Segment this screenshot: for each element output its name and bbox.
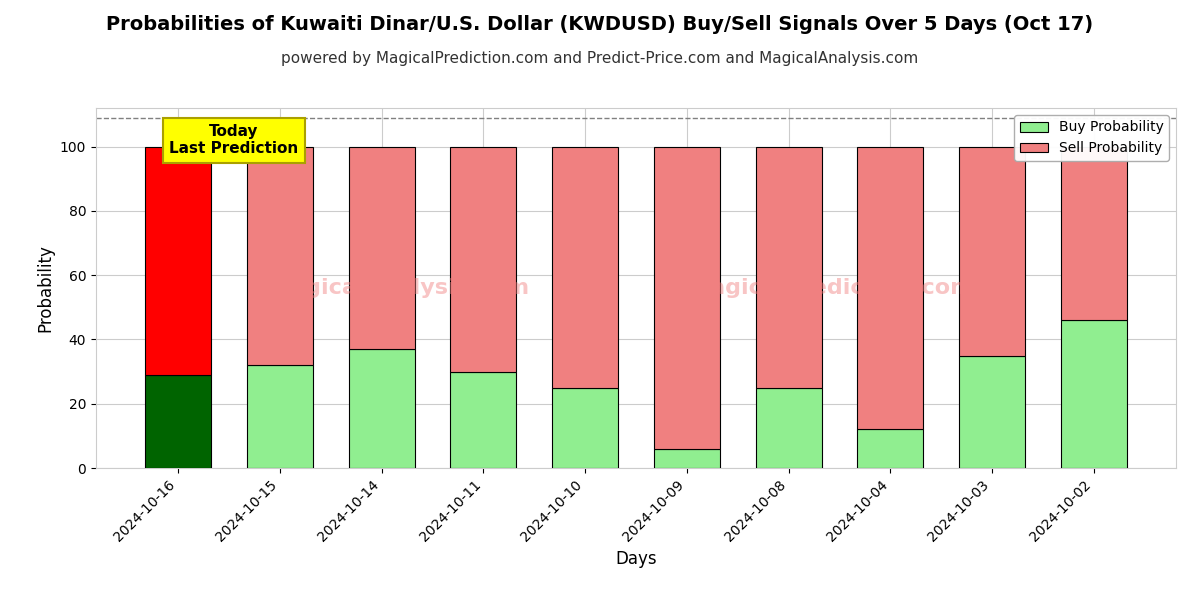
Bar [959,355,1025,468]
Bar [348,146,415,349]
Bar [857,430,924,468]
X-axis label: Days: Days [616,550,656,568]
Bar [552,146,618,388]
Bar [348,349,415,468]
Bar [450,146,516,371]
Bar [1061,146,1127,320]
Bar [654,449,720,468]
Text: MagicalAnalysis.com: MagicalAnalysis.com [268,278,529,298]
Bar [654,146,720,449]
Text: Probabilities of Kuwaiti Dinar/U.S. Dollar (KWDUSD) Buy/Sell Signals Over 5 Days: Probabilities of Kuwaiti Dinar/U.S. Doll… [107,15,1093,34]
Bar [756,146,822,388]
Bar [450,371,516,468]
Legend: Buy Probability, Sell Probability: Buy Probability, Sell Probability [1014,115,1169,161]
Bar [552,388,618,468]
Bar [1061,320,1127,468]
Bar [756,388,822,468]
Bar [959,146,1025,355]
Bar [145,375,211,468]
Bar [145,146,211,375]
Bar [247,365,313,468]
Text: powered by MagicalPrediction.com and Predict-Price.com and MagicalAnalysis.com: powered by MagicalPrediction.com and Pre… [281,51,919,66]
Text: MagicalPrediction.com: MagicalPrediction.com [688,278,973,298]
Y-axis label: Probability: Probability [36,244,54,332]
Bar [247,146,313,365]
Text: Today
Last Prediction: Today Last Prediction [169,124,299,157]
Bar [857,146,924,430]
